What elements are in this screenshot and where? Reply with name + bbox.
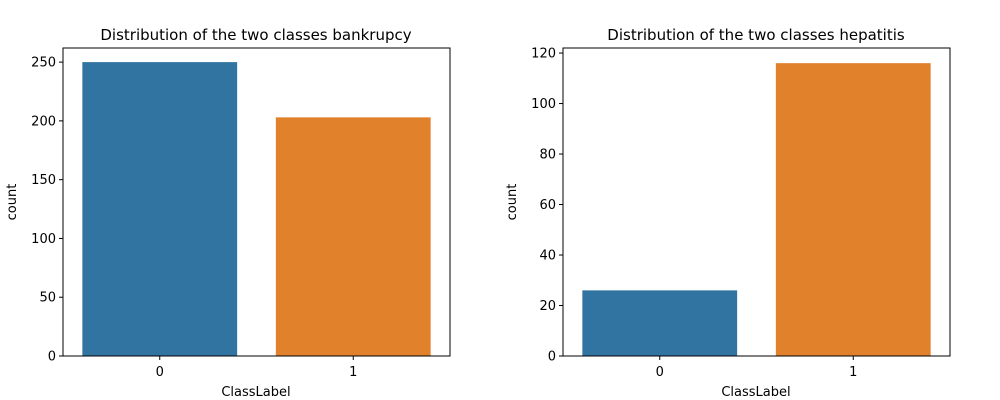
x-tick-label: 1 <box>349 365 357 380</box>
x-tick-label: 1 <box>849 365 857 380</box>
y-tick-label: 50 <box>39 291 56 306</box>
y-axis-label: count <box>5 184 20 221</box>
y-tick-label: 120 <box>531 47 556 62</box>
bar-0 <box>582 290 738 356</box>
y-tick-label: 200 <box>31 114 56 129</box>
y-tick-label: 80 <box>539 148 556 163</box>
y-axis-ticks: 0 20 40 60 80 100 120 <box>531 47 563 365</box>
y-tick-label: 250 <box>31 56 56 71</box>
y-tick-label: 100 <box>31 232 56 247</box>
x-tick-label: 0 <box>156 365 164 380</box>
y-axis-ticks: 0 50 100 150 200 250 <box>31 56 63 365</box>
x-axis-label: ClassLabel <box>221 385 290 400</box>
y-tick-label: 100 <box>531 97 556 112</box>
chart-title: Distribution of the two classes bankrupc… <box>100 26 411 44</box>
y-tick-label: 40 <box>539 249 556 264</box>
bankruptcy-chart: Distribution of the two classes bankrupc… <box>5 26 451 400</box>
chart-title: Distribution of the two classes hepatiti… <box>607 26 905 44</box>
plot-frame <box>562 47 951 357</box>
x-tick-label: 0 <box>656 365 664 380</box>
y-axis-label: count <box>505 184 520 221</box>
y-tick-label: 150 <box>31 173 56 188</box>
bars <box>582 63 931 357</box>
y-tick-label: 0 <box>548 350 556 365</box>
x-axis-label: ClassLabel <box>721 385 790 400</box>
y-tick-label: 0 <box>48 350 56 365</box>
plot-frame <box>62 47 451 357</box>
bar-0 <box>82 62 238 357</box>
y-tick-label: 20 <box>539 299 556 314</box>
hepatitis-chart: Distribution of the two classes hepatiti… <box>505 26 951 400</box>
bars <box>82 62 431 357</box>
y-tick-label: 60 <box>539 198 556 213</box>
bar-1 <box>275 117 431 356</box>
bar-1 <box>775 63 931 357</box>
